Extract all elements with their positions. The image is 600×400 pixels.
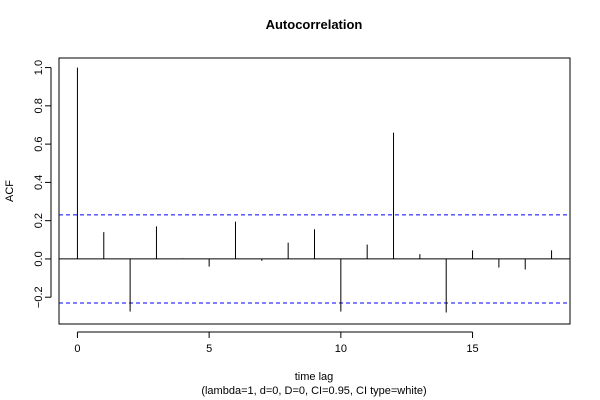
x-tick-label: 10 [335, 343, 347, 355]
plot-frame [58, 57, 571, 325]
y-axis-label: ACF [4, 180, 16, 202]
x-tick-label: 15 [466, 343, 478, 355]
acf-bars [76, 67, 553, 313]
y-tick-label: 1.0 [33, 60, 45, 75]
y-axis: −0.2 0.0 0.2 0.4 0.6 0.8 1.0 [33, 60, 52, 308]
chart-title: Autocorrelation [266, 17, 363, 32]
y-tick-label: −0.2 [33, 286, 45, 308]
x-axis-label: time lag [295, 371, 334, 383]
y-tick-label: 0.0 [33, 251, 45, 266]
y-tick-label: 0.6 [33, 136, 45, 151]
y-tick-label: 0.8 [33, 98, 45, 113]
y-tick-label: 0.2 [33, 213, 45, 228]
x-axis-sublabel: (lambda=1, d=0, D=0, CI=0.95, CI type=wh… [201, 385, 426, 397]
x-axis: 0 5 10 15 [74, 331, 479, 355]
y-tick-label: 0.4 [33, 175, 45, 190]
x-tick-label: 5 [206, 343, 212, 355]
x-tick-label: 0 [74, 343, 80, 355]
